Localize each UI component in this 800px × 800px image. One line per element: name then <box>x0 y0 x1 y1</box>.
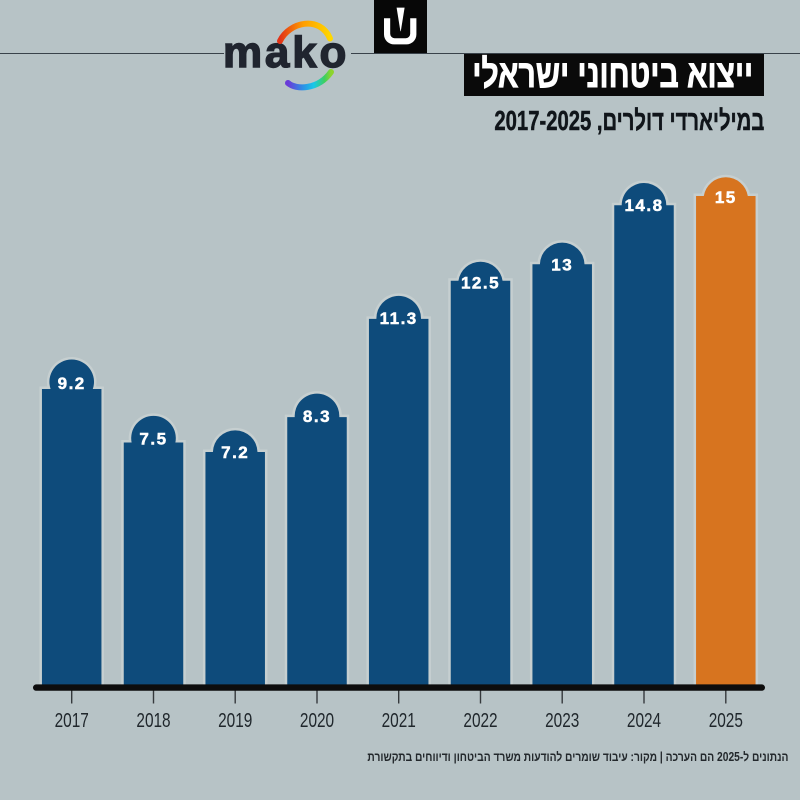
svg-text:8.3: 8.3 <box>303 407 331 426</box>
svg-text:2018: 2018 <box>136 709 170 731</box>
svg-text:2025: 2025 <box>709 709 743 731</box>
svg-text:13: 13 <box>551 256 573 275</box>
svg-text:2019: 2019 <box>218 709 252 731</box>
svg-text:7.2: 7.2 <box>221 443 249 462</box>
svg-text:2017: 2017 <box>55 709 89 731</box>
svg-text:2022: 2022 <box>463 709 497 731</box>
svg-text:12.5: 12.5 <box>461 274 500 293</box>
svg-text:9.2: 9.2 <box>58 374 86 393</box>
svg-text:2020: 2020 <box>300 709 334 731</box>
svg-text:11.3: 11.3 <box>380 309 418 328</box>
svg-text:7.5: 7.5 <box>139 430 167 449</box>
svg-text:14.8: 14.8 <box>624 196 663 215</box>
svg-text:2021: 2021 <box>382 709 416 731</box>
svg-text:2024: 2024 <box>627 709 661 731</box>
svg-text:15: 15 <box>715 188 737 207</box>
svg-text:2023: 2023 <box>545 709 579 731</box>
